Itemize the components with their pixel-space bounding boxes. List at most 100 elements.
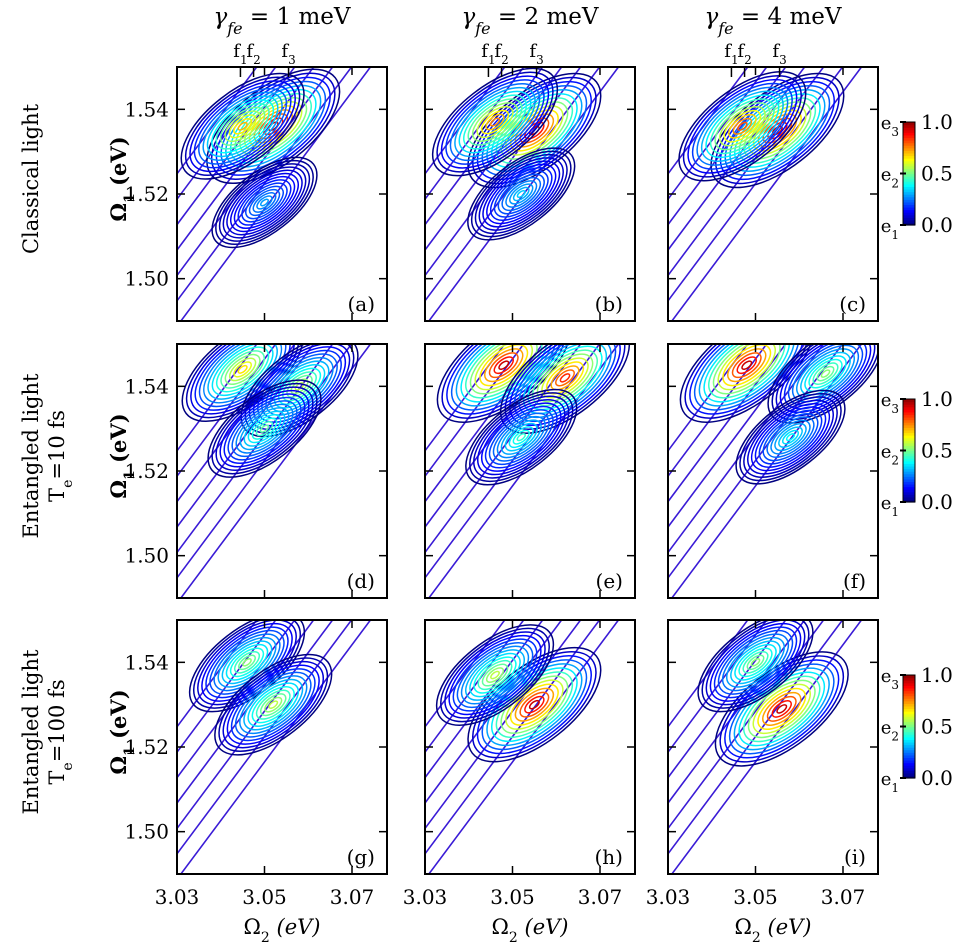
colorbar-segment: [903, 698, 915, 702]
contour-level: [215, 159, 314, 246]
background-contour-line: [425, 344, 506, 453]
contour-level: [752, 109, 802, 152]
colorbar-tick-label: 1.0: [921, 663, 953, 687]
colorbar-segment: [903, 499, 915, 503]
contour-level: [189, 80, 296, 173]
colorbar-segment: [903, 419, 915, 423]
background-contour-line: [425, 620, 525, 754]
contour-level: [719, 80, 835, 181]
contour-level: [476, 398, 566, 476]
panel-tag: (f): [843, 569, 866, 593]
colorbar-tick-label: 1.0: [921, 387, 953, 411]
x-tick-label: 3.07: [821, 885, 866, 909]
contour-level: [770, 419, 811, 455]
background-contour-line: [425, 67, 601, 303]
contour-level: [221, 640, 273, 685]
contour-level: [696, 86, 789, 166]
panel-g: (g) 1.50 1.52 1.54 3.03 3.05 3.07: [124, 619, 388, 909]
contour-level: [446, 344, 562, 415]
contour-level: [492, 412, 550, 462]
colorbar-segment: [903, 726, 915, 730]
y-tick-label: 1.54: [124, 650, 169, 674]
colorbar-segment: [903, 687, 915, 692]
contour-level: [441, 344, 567, 419]
contour-level: [219, 106, 266, 146]
contour-level: [225, 643, 269, 681]
colorbar-segment: [903, 206, 915, 211]
contour-level: [514, 687, 555, 722]
colorbar-segment: [903, 214, 915, 218]
y-axis-label: Ω1 (eV): [106, 689, 138, 774]
top-marker-label: f1: [724, 41, 738, 67]
contour-level: [253, 109, 293, 144]
top-marker-label: f3: [529, 41, 543, 67]
contour-level: [456, 642, 534, 709]
contour-level: [479, 344, 529, 387]
colorbar-segment: [903, 406, 915, 410]
contour-level: [512, 429, 530, 445]
contour-level: [500, 419, 542, 455]
x-tick-label: 3.07: [578, 885, 623, 909]
contour-level: [211, 382, 318, 475]
contour-level: [268, 700, 279, 709]
contour-level: [233, 175, 296, 229]
row-label: Classical light: [19, 103, 43, 254]
contour-level: [184, 76, 301, 177]
contour-level: [705, 94, 780, 159]
contour-level: [260, 198, 269, 207]
panel-d: (d) 1.50 1.52 1.54: [124, 343, 388, 599]
panel-f: (f): [667, 343, 879, 599]
colorbar-level-label: e1: [881, 493, 899, 519]
contour-level: [545, 361, 585, 395]
colorbar-level-label: e1: [881, 216, 899, 242]
colorbar-segment: [903, 465, 915, 470]
y-tick-label: 1.54: [124, 97, 169, 121]
colorbar-segment: [903, 186, 915, 190]
contour-level: [735, 389, 846, 485]
background-contour-line: [668, 344, 844, 580]
contour-level: [732, 117, 753, 135]
colorbar-segment: [903, 770, 915, 774]
contour-level: [747, 679, 816, 739]
colorbar-segment: [903, 460, 915, 464]
contour-level: [816, 365, 835, 382]
colorbar-segment: [903, 677, 915, 681]
colorbar-segment: [903, 422, 915, 426]
colorbar-tick-label: 0.0: [921, 766, 953, 790]
colorbar-segment: [903, 483, 915, 488]
labels-layer: γfe = 1 meV γfe = 2 meV γfe = 4 meV Ω1 (eV)…: [19, 4, 953, 946]
panel-tag: (i): [844, 845, 866, 869]
colorbar-segment: [903, 404, 915, 408]
colorbar-segment: [903, 731, 915, 735]
contour-level: [482, 160, 561, 228]
contour-level: [264, 696, 283, 713]
y-tick-label: 1.52: [124, 182, 169, 206]
colorbar-segment: [903, 765, 915, 769]
colorbar-segment: [903, 140, 915, 144]
contour-level: [481, 663, 509, 687]
x-tick-label: 3.05: [490, 885, 535, 909]
contour-level: [211, 156, 318, 249]
colorbar-segment: [903, 158, 915, 162]
contour-level: [766, 416, 815, 458]
contour-level: [741, 360, 753, 370]
contour-level: [215, 102, 270, 150]
background-contour-line: [425, 67, 525, 201]
contour-level: [463, 94, 527, 150]
contour-level: [550, 365, 580, 391]
contour-level: [228, 114, 257, 139]
x-axis-label: Ω2 (eV): [244, 915, 321, 946]
colorbar: 0.0 e1 0.5 e2 1.0 e3: [881, 663, 953, 795]
contour-group: [425, 67, 620, 321]
contour-level: [225, 84, 322, 168]
colorbar-segment: [903, 155, 915, 159]
colorbar-segment: [903, 736, 915, 740]
contour-level: [762, 413, 819, 462]
contour-level: [222, 660, 325, 749]
background-contour-line: [668, 344, 768, 478]
contour-level: [460, 645, 530, 705]
contour-level: [708, 344, 786, 399]
colorbar-segment: [903, 747, 915, 751]
contour-level: [480, 402, 562, 472]
